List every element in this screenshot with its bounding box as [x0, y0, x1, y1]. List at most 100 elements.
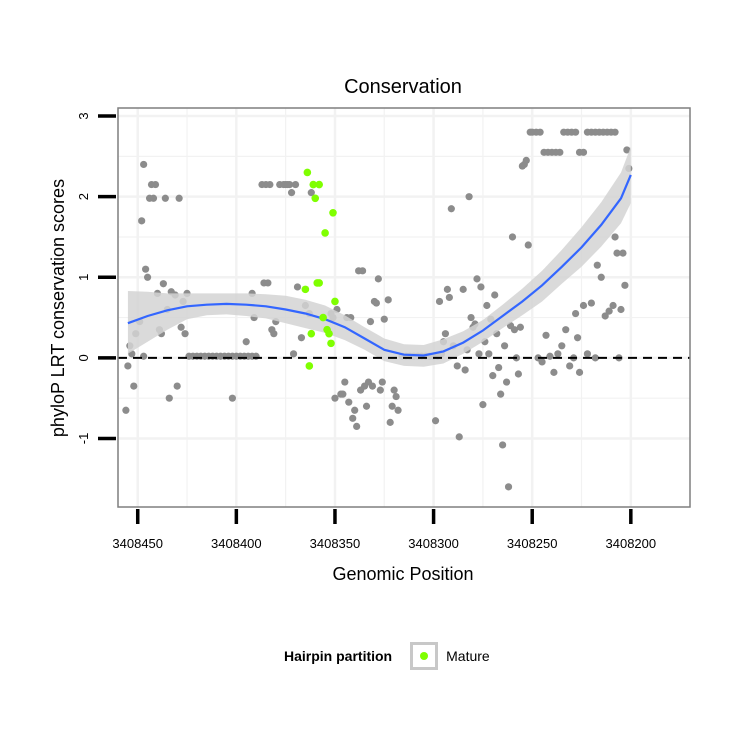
legend-item-mature: Mature — [410, 642, 490, 670]
data-point — [161, 194, 169, 202]
data-point — [465, 193, 473, 201]
data-point — [623, 146, 631, 154]
data-point — [510, 326, 519, 334]
data-point — [550, 368, 558, 376]
data-point — [358, 267, 367, 275]
data-point — [331, 394, 339, 402]
data-point — [175, 194, 183, 202]
data-point — [605, 307, 613, 315]
legend-dot-icon — [420, 652, 429, 660]
data-point — [307, 189, 315, 197]
data-point — [453, 362, 461, 370]
data-point-mature — [331, 297, 339, 306]
data-point — [477, 283, 485, 291]
data-point — [378, 378, 386, 386]
data-point — [374, 275, 382, 283]
smooth-line — [127, 174, 632, 357]
data-point — [514, 370, 523, 378]
data-point — [151, 180, 160, 189]
data-point — [264, 279, 272, 287]
data-point — [495, 363, 503, 372]
data-point — [546, 352, 554, 360]
data-point — [617, 305, 625, 314]
data-point — [390, 386, 398, 394]
y-tick-label: 2 — [76, 193, 91, 200]
data-point — [177, 323, 185, 331]
data-point — [266, 180, 274, 189]
x-axis-label: Genomic Position — [332, 564, 473, 584]
legend-key — [410, 642, 439, 670]
data-point — [459, 285, 467, 293]
data-point — [441, 330, 450, 338]
data-point — [270, 330, 278, 338]
data-point — [386, 418, 394, 426]
data-point-mature — [301, 285, 310, 294]
data-point-mature — [319, 313, 327, 322]
data-point — [341, 378, 349, 386]
data-point — [351, 406, 359, 414]
data-point-mature — [311, 194, 320, 203]
x-tick-label: 3408250 — [507, 536, 558, 551]
y-tick-label: 1 — [76, 274, 91, 281]
data-point-mature — [315, 180, 323, 189]
y-tick-label: -1 — [76, 433, 91, 445]
data-point — [575, 368, 584, 376]
data-point — [479, 401, 487, 409]
data-point — [455, 433, 463, 441]
data-point — [297, 334, 306, 342]
data-point — [572, 128, 580, 136]
data-point — [228, 394, 236, 402]
data-point — [583, 350, 592, 358]
data-point — [435, 297, 444, 306]
data-point — [558, 342, 566, 350]
data-point — [291, 180, 300, 189]
data-point — [473, 275, 481, 283]
data-point — [122, 406, 130, 414]
data-point — [566, 362, 574, 370]
data-point — [461, 366, 469, 374]
data-point — [431, 417, 440, 425]
data-point-mature — [309, 180, 318, 189]
data-point — [368, 382, 377, 390]
confidence-ribbon — [127, 146, 631, 367]
data-point — [242, 338, 250, 346]
data-point — [380, 315, 388, 323]
data-point — [497, 390, 505, 398]
data-point — [619, 249, 627, 257]
x-axis: 3408450 3408400 3408350 3408300 3408250 34082… — [112, 509, 656, 551]
data-point — [524, 241, 532, 249]
data-point — [562, 326, 570, 334]
data-point — [504, 483, 513, 491]
data-point — [491, 291, 499, 299]
data-point — [149, 194, 158, 202]
data-point — [366, 318, 375, 326]
data-point-mature — [327, 339, 335, 348]
data-point — [489, 372, 497, 380]
data-point — [485, 350, 493, 358]
data-point — [467, 313, 475, 322]
data-point — [140, 160, 148, 169]
series-mature — [301, 168, 339, 370]
data-point — [339, 390, 347, 398]
y-axis-label: phyloP LRT conservation scores — [48, 179, 68, 437]
data-point — [362, 402, 371, 410]
data-point — [593, 261, 601, 269]
data-point — [573, 334, 582, 342]
chart-title: Conservation — [344, 76, 462, 98]
data-point-mature — [307, 329, 316, 338]
y-axis: -1 0 1 2 3 — [76, 112, 116, 444]
data-point — [502, 378, 511, 386]
data-point — [475, 350, 483, 358]
data-point — [349, 414, 357, 422]
data-point-mature — [329, 208, 337, 217]
legend: Hairpin partition Mature — [284, 636, 490, 676]
data-point — [500, 342, 509, 350]
data-point — [579, 301, 588, 310]
legend-item-label: Mature — [446, 648, 490, 664]
data-point — [124, 362, 132, 370]
data-point-mature — [315, 279, 323, 287]
data-point — [609, 301, 617, 310]
data-point — [536, 128, 544, 136]
data-point — [293, 283, 302, 291]
data-point — [376, 386, 384, 394]
